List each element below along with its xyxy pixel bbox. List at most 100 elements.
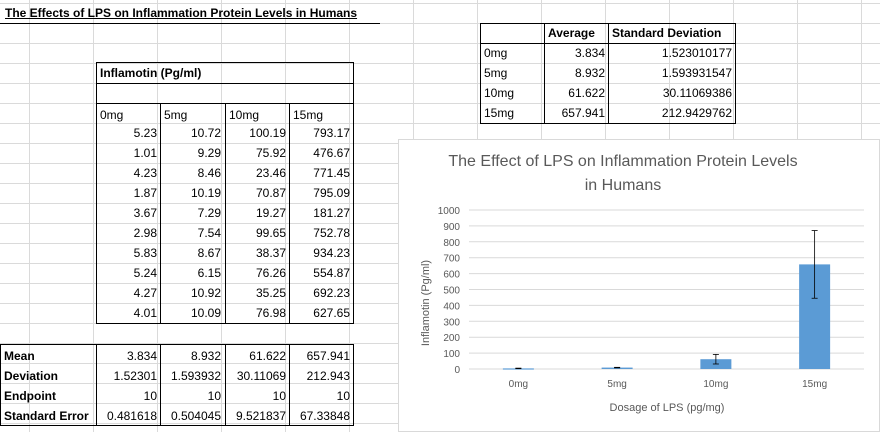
data-cell[interactable]: 10.72 — [190, 126, 221, 140]
data-cell[interactable]: 70.87 — [255, 186, 286, 200]
stats-cell[interactable]: 1.593932 — [170, 369, 221, 383]
data-header-5mg[interactable]: 5mg — [164, 108, 188, 122]
data-cell[interactable]: 771.45 — [313, 166, 350, 180]
data-header-15mg[interactable]: 15mg — [293, 108, 324, 122]
summary-row-label[interactable]: 5mg — [484, 66, 508, 80]
data-cell[interactable]: 5.23 — [133, 126, 157, 140]
data-cell[interactable]: 4.27 — [133, 286, 157, 300]
col-divider — [160, 103, 161, 324]
stats-cell[interactable]: 10 — [272, 389, 286, 403]
data-cell[interactable]: 8.67 — [197, 246, 221, 260]
data-cell[interactable]: 9.29 — [197, 146, 221, 160]
stats-cell[interactable]: 657.941 — [306, 349, 350, 363]
stats-cell[interactable]: 10 — [207, 389, 221, 403]
summary-header-average[interactable]: Average — [548, 26, 595, 40]
data-cell[interactable]: 38.37 — [255, 246, 286, 260]
summary-sd-cell[interactable]: 30.11069386 — [662, 86, 732, 100]
data-cell[interactable]: 6.15 — [197, 266, 221, 280]
data-cell[interactable]: 10.92 — [190, 286, 221, 300]
chart-x-tick-label: 0mg — [509, 379, 528, 390]
data-cell[interactable]: 99.65 — [255, 226, 286, 240]
stats-cell[interactable]: 9.521837 — [235, 409, 286, 423]
data-cell[interactable]: 7.29 — [197, 206, 221, 220]
data-cell[interactable]: 7.54 — [197, 226, 221, 240]
data-cell[interactable]: 3.67 — [133, 206, 157, 220]
summary-row-label[interactable]: 10mg — [484, 86, 515, 100]
stats-row-label[interactable]: Mean — [4, 349, 35, 363]
data-cell[interactable]: 692.23 — [313, 286, 350, 300]
summary-average-cell[interactable]: 61.622 — [568, 86, 605, 100]
data-cell[interactable]: 75.92 — [255, 146, 286, 160]
data-cell[interactable]: 35.25 — [255, 286, 286, 300]
data-cell[interactable]: 76.98 — [255, 306, 286, 320]
data-cell[interactable]: 5.83 — [133, 246, 157, 260]
data-cell[interactable]: 795.09 — [313, 186, 350, 200]
chart-x-tick-label: 15mg — [802, 379, 827, 390]
stats-cell[interactable]: 0.481618 — [106, 409, 157, 423]
chart-y-tick-label: 1000 — [438, 206, 461, 217]
summary-average-cell[interactable]: 8.932 — [574, 66, 605, 80]
summary-sd-cell[interactable]: 1.523010177 — [661, 46, 732, 60]
chart-y-tick-label: 900 — [443, 222, 460, 233]
summary-sd-cell[interactable]: 1.593931547 — [661, 66, 732, 80]
data-cell[interactable]: 4.01 — [133, 306, 157, 320]
data-header-0mg[interactable]: 0mg — [100, 108, 124, 122]
stats-cell[interactable]: 1.52301 — [113, 369, 157, 383]
summary-sd-cell[interactable]: 212.9429762 — [661, 106, 732, 120]
data-cell[interactable]: 554.87 — [313, 266, 350, 280]
stats-cell[interactable]: 10 — [143, 389, 157, 403]
chart-bar — [601, 367, 633, 369]
chart-y-tick-label: 200 — [443, 333, 460, 344]
data-cell[interactable]: 934.23 — [313, 246, 350, 260]
data-cell[interactable]: 10.09 — [190, 306, 221, 320]
data-cell[interactable]: 2.98 — [133, 226, 157, 240]
data-cell[interactable]: 10.19 — [190, 186, 221, 200]
bar-chart[interactable]: The Effect of LPS on Inflammation Protei… — [398, 139, 880, 432]
data-cell[interactable]: 476.67 — [313, 146, 350, 160]
data-cell[interactable]: 23.46 — [255, 166, 286, 180]
stats-row-label[interactable]: Standard Error — [4, 409, 89, 423]
summary-row-label[interactable]: 15mg — [484, 106, 515, 120]
chart-y-tick-label: 700 — [443, 254, 460, 265]
chart-title-line-1: The Effect of LPS on Inflammation Protei… — [448, 153, 797, 170]
stats-cell[interactable]: 67.33848 — [299, 409, 350, 423]
data-cell[interactable]: 5.24 — [133, 266, 157, 280]
stats-cell[interactable]: 3.834 — [126, 349, 157, 363]
data-cell[interactable]: 4.23 — [133, 166, 157, 180]
chart-plot-area: 0 100 200 300 400 500 600 700 800 900 1000 0mg 5mg 10… — [438, 206, 864, 390]
col-divider — [225, 344, 226, 426]
chart-y-tick-label: 400 — [443, 301, 460, 312]
data-cell[interactable]: 793.17 — [313, 126, 350, 140]
summary-header-border — [480, 43, 736, 44]
stats-row-label[interactable]: Deviation — [4, 369, 59, 383]
summary-header-sd[interactable]: Standard Deviation — [612, 26, 722, 40]
summary-average-cell[interactable]: 3.834 — [574, 46, 605, 60]
col-divider — [289, 103, 290, 324]
stats-row-label[interactable]: Endpoint — [4, 389, 56, 403]
chart-x-tick-label: 10mg — [703, 379, 728, 390]
data-table-label[interactable]: Inflamotin (Pg/ml) — [100, 66, 202, 80]
data-cell[interactable]: 1.01 — [133, 146, 157, 160]
col-divider — [289, 344, 290, 426]
stats-cell[interactable]: 0.504045 — [170, 409, 221, 423]
data-header-10mg[interactable]: 10mg — [229, 108, 260, 122]
stats-cell[interactable]: 30.11069 — [236, 369, 286, 383]
stats-label-divider — [96, 344, 97, 426]
data-cell[interactable]: 100.19 — [249, 126, 286, 140]
data-cell[interactable]: 1.87 — [133, 186, 157, 200]
data-cell[interactable]: 76.26 — [255, 266, 286, 280]
sheet-title[interactable]: The Effects of LPS on Inflammation Prote… — [5, 6, 358, 20]
data-cell[interactable]: 19.27 — [255, 206, 286, 220]
data-cell[interactable]: 627.65 — [313, 306, 350, 320]
stats-cell[interactable]: 61.622 — [249, 349, 286, 363]
data-cell[interactable]: 8.46 — [197, 166, 221, 180]
stats-cell[interactable]: 212.943 — [306, 369, 350, 383]
summary-row-label[interactable]: 0mg — [484, 46, 508, 60]
chart-y-tick-label: 500 — [443, 286, 460, 297]
stats-cell[interactable]: 10 — [336, 389, 350, 403]
data-cell[interactable]: 752.78 — [313, 226, 350, 240]
summary-average-cell[interactable]: 657.941 — [561, 106, 605, 120]
data-cell[interactable]: 181.27 — [313, 206, 350, 220]
stats-cell[interactable]: 8.932 — [190, 349, 221, 363]
